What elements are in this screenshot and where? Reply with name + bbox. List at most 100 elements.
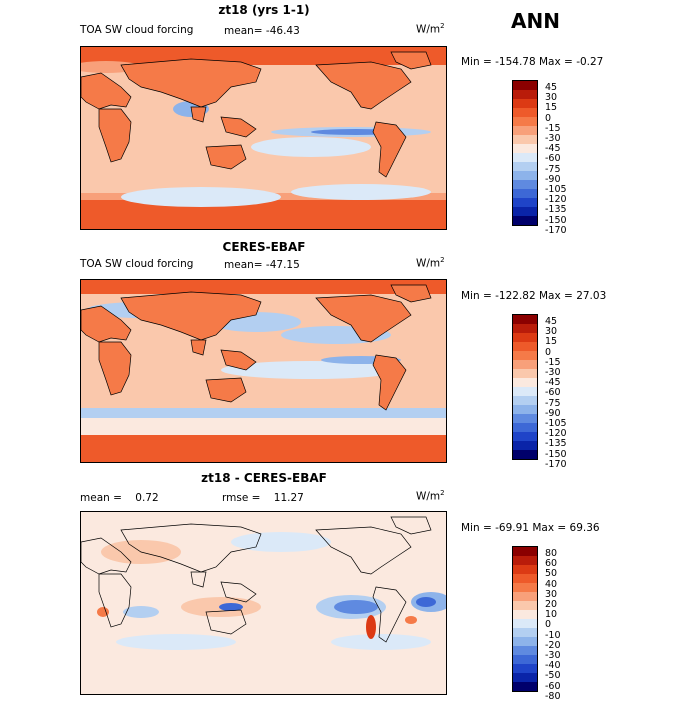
tick-label: 40 — [545, 578, 558, 590]
swatch — [513, 441, 537, 450]
swatch — [513, 216, 537, 225]
swatch — [513, 405, 537, 414]
tick-label: -50 — [545, 670, 561, 682]
tick-label: 60 — [545, 558, 558, 570]
tick-label: 45 — [545, 316, 558, 327]
tick-label: -105 — [545, 184, 567, 196]
panel-2-colorbar-ticks: 45 30 15 0 -15 -30 -45 -60 -75 -90 -105 … — [545, 316, 567, 470]
season-label: ANN — [511, 9, 560, 33]
swatch — [513, 351, 537, 360]
panel-2-units: W/m2 — [416, 256, 445, 270]
swatch — [513, 628, 537, 637]
tick-label: -45 — [545, 143, 561, 155]
panel-1-map — [80, 46, 447, 230]
tick-label: -105 — [545, 418, 567, 430]
tick-label: -30 — [545, 367, 561, 379]
tick-label: -45 — [545, 377, 561, 389]
swatch — [513, 432, 537, 441]
swatch — [513, 682, 537, 691]
tick-label: -90 — [545, 173, 561, 185]
swatch — [513, 207, 537, 216]
panel-3-rmse: rmse = 11.27 — [222, 492, 304, 504]
panel-3-colorbar — [512, 546, 538, 692]
tick-label: 0 — [545, 619, 552, 631]
swatch — [513, 565, 537, 574]
tick-label: -170 — [545, 224, 567, 236]
tick-label: -75 — [545, 397, 561, 409]
swatch — [513, 592, 537, 601]
swatch — [513, 126, 537, 135]
swatch — [513, 601, 537, 610]
tick-label: -10 — [545, 629, 561, 641]
tick-label: -60 — [545, 153, 561, 165]
panel-1-variable-label: TOA SW cloud forcing — [80, 24, 194, 36]
swatch — [513, 342, 537, 351]
swatch — [513, 450, 537, 459]
swatch — [513, 99, 537, 108]
tick-label: -20 — [545, 639, 561, 651]
tick-label: 80 — [545, 548, 558, 559]
swatch — [513, 646, 537, 655]
swatch — [513, 583, 537, 592]
panel-2-min-max: Min = -122.82 Max = 27.03 — [461, 290, 607, 302]
panel-1-colorbar — [512, 80, 538, 226]
swatch — [513, 324, 537, 333]
swatch — [513, 189, 537, 198]
panel-3-mean: mean = 0.72 — [80, 492, 159, 504]
swatch — [513, 81, 537, 90]
tick-label: -120 — [545, 428, 567, 440]
swatch — [513, 171, 537, 180]
swatch — [513, 414, 537, 423]
panel-3-colorbar-ticks: 80 60 50 40 30 20 10 0 -10 -20 -30 -40 -… — [545, 548, 561, 702]
tick-label: 30 — [545, 92, 558, 104]
tick-label: 15 — [545, 336, 558, 348]
tick-label: 10 — [545, 609, 558, 621]
swatch — [513, 198, 537, 207]
swatch — [513, 333, 537, 342]
panel-1-colorbar-ticks: 45 30 15 0 -15 -30 -45 -60 -75 -90 -105 … — [545, 82, 567, 236]
panel-3-title: zt18 - CERES-EBAF — [201, 471, 327, 485]
swatch — [513, 396, 537, 405]
tick-label: -60 — [545, 680, 561, 692]
tick-label: -75 — [545, 163, 561, 175]
panel-2-mean: mean= -47.15 — [224, 259, 300, 271]
swatch — [513, 547, 537, 556]
swatch — [513, 378, 537, 387]
tick-label: 30 — [545, 326, 558, 338]
tick-label: -150 — [545, 448, 567, 460]
panel-3-units: W/m2 — [416, 489, 445, 503]
tick-label: -80 — [545, 690, 561, 702]
tick-label: 0 — [545, 112, 552, 124]
panel-1-min-max: Min = -154.78 Max = -0.27 — [461, 56, 604, 68]
panel-1-title: zt18 (yrs 1-1) — [218, 3, 310, 17]
panel-1-units: W/m2 — [416, 22, 445, 36]
tick-label: -15 — [545, 122, 561, 134]
panel-3-min-max: Min = -69.91 Max = 69.36 — [461, 522, 600, 534]
tick-label: -40 — [545, 660, 561, 672]
swatch — [513, 90, 537, 99]
swatch — [513, 556, 537, 565]
tick-label: -15 — [545, 356, 561, 368]
panel-2-title: CERES-EBAF — [222, 240, 306, 254]
swatch — [513, 655, 537, 664]
swatch — [513, 610, 537, 619]
tick-label: -150 — [545, 214, 567, 226]
swatch — [513, 144, 537, 153]
swatch — [513, 387, 537, 396]
swatch — [513, 315, 537, 324]
tick-label: -60 — [545, 387, 561, 399]
tick-label: 20 — [545, 599, 558, 611]
tick-label: 15 — [545, 102, 558, 114]
swatch — [513, 360, 537, 369]
panel-2-variable-label: TOA SW cloud forcing — [80, 258, 194, 270]
tick-label: 50 — [545, 568, 558, 580]
panel-3-map — [80, 511, 447, 695]
panel-1-mean: mean= -46.43 — [224, 25, 300, 37]
swatch — [513, 369, 537, 378]
swatch — [513, 162, 537, 171]
swatch — [513, 637, 537, 646]
swatch — [513, 423, 537, 432]
tick-label: -170 — [545, 458, 567, 470]
swatch — [513, 664, 537, 673]
panel-2-colorbar — [512, 314, 538, 460]
